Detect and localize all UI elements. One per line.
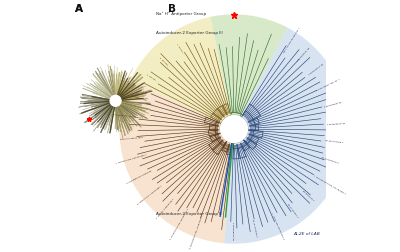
Text: D. Fijicus WP_117284823.1: D. Fijicus WP_117284823.1 bbox=[113, 113, 143, 119]
Text: WP_047790791.1: WP_047790791.1 bbox=[321, 157, 340, 164]
Wedge shape bbox=[130, 17, 234, 129]
Text: MBL38275v1.1: MBL38275v1.1 bbox=[302, 190, 315, 202]
Text: WP_118094321.1: WP_118094321.1 bbox=[295, 46, 309, 61]
Text: S. sth WP_...: S. sth WP_... bbox=[146, 73, 159, 82]
Text: L. acidophanus WP_127784158.1: L. acidophanus WP_127784158.1 bbox=[313, 174, 346, 194]
Text: AI-2E of LAB: AI-2E of LAB bbox=[294, 232, 320, 236]
Text: B: B bbox=[168, 4, 176, 14]
Text: L. acidophilus NCFM LA-5E: L. acidophilus NCFM LA-5E bbox=[282, 26, 299, 52]
Text: Na⁺ H⁺ Antiporter Group: Na⁺ H⁺ Antiporter Group bbox=[156, 12, 206, 16]
Text: Z. amphibians WP_232429540.1: Z. amphibians WP_232429540.1 bbox=[170, 208, 189, 240]
Wedge shape bbox=[119, 81, 234, 243]
Text: WP_057700799.1: WP_057700799.1 bbox=[325, 139, 344, 143]
Text: E. ampliformis WP_130843332.1: E. ampliformis WP_130843332.1 bbox=[190, 215, 203, 249]
Text: WP_146207984.1: WP_146207984.1 bbox=[307, 61, 323, 74]
Text: A. sp WP_...: A. sp WP_... bbox=[176, 43, 185, 55]
Text: A: A bbox=[75, 4, 83, 14]
Circle shape bbox=[110, 95, 121, 106]
Text: C. sp. WP_148880435.1: C. sp. WP_148880435.1 bbox=[156, 198, 174, 219]
Circle shape bbox=[221, 116, 248, 142]
Text: WP_222892942.1: WP_222892942.1 bbox=[233, 221, 235, 240]
Text: L. sp. WP_148841751.1: L. sp. WP_148841751.1 bbox=[316, 77, 340, 89]
Text: A: A bbox=[75, 4, 83, 14]
Text: Autoinducer-2 Exporter Group III: Autoinducer-2 Exporter Group III bbox=[156, 31, 223, 35]
Text: P. mordigianus Permenec: P. mordigianus Permenec bbox=[127, 170, 152, 184]
Text: Bacillus subtilis YesT: Bacillus subtilis YesT bbox=[120, 136, 143, 140]
Text: WP_47200893.1: WP_47200893.1 bbox=[287, 203, 299, 218]
Text: WP_006563298.1: WP_006563298.1 bbox=[326, 120, 345, 123]
Text: WP_217702082.1: WP_217702082.1 bbox=[252, 218, 258, 238]
Text: K. sth WP_...: K. sth WP_... bbox=[159, 56, 170, 68]
Text: WP_088454735.1: WP_088454735.1 bbox=[322, 100, 342, 106]
Text: L. morbius WP_084041488.1: L. morbius WP_084041488.1 bbox=[115, 153, 146, 164]
Wedge shape bbox=[224, 28, 349, 244]
Text: Autoinducer-2 Exporter Group II: Autoinducer-2 Exporter Group II bbox=[156, 212, 222, 216]
Circle shape bbox=[76, 61, 156, 141]
Text: L. rolfini WP_200607451.1: L. rolfini WP_200607451.1 bbox=[271, 212, 284, 240]
Text: B. abortus sp2: B. abortus sp2 bbox=[131, 95, 147, 101]
Text: D. pipirus WP_112970888.1: D. pipirus WP_112970888.1 bbox=[137, 185, 162, 205]
Wedge shape bbox=[210, 14, 288, 129]
